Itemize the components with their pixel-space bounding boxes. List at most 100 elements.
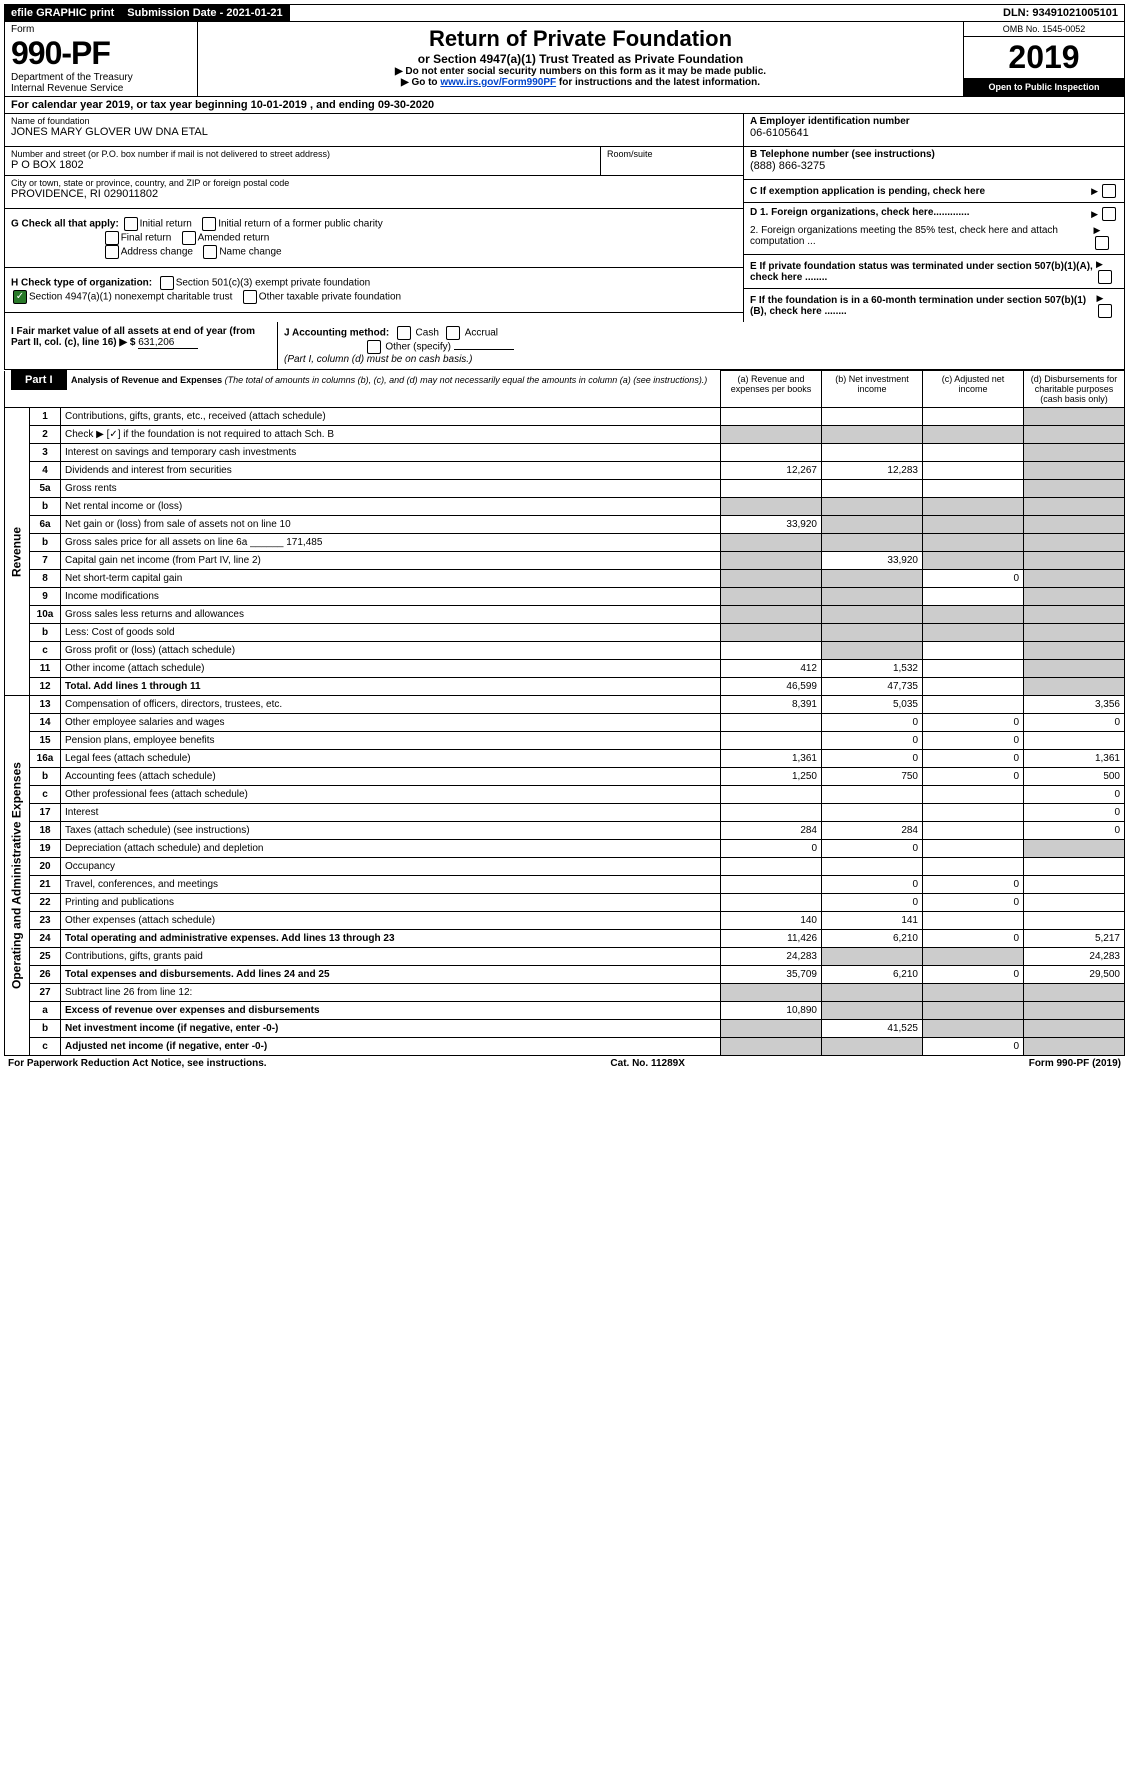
row-val [923, 822, 1024, 840]
instr-link[interactable]: www.irs.gov/Form990PF [440, 77, 556, 88]
row-val [1024, 894, 1125, 912]
row-desc: Depreciation (attach schedule) and deple… [61, 840, 721, 858]
row-val: 140 [721, 912, 822, 930]
row-val: 1,532 [822, 660, 923, 678]
row-val [721, 624, 822, 642]
row-val [1024, 588, 1125, 606]
d-cell: D 1. Foreign organizations, check here..… [744, 203, 1124, 255]
phone-cell: B Telephone number (see instructions) (8… [744, 147, 1124, 180]
calendar-year: For calendar year 2019, or tax year begi… [4, 97, 1125, 114]
e-cell: E If private foundation status was termi… [744, 255, 1124, 289]
h-other-checkbox[interactable] [243, 290, 257, 304]
row-num: 24 [30, 930, 61, 948]
row-val [721, 498, 822, 516]
row-val: 1,250 [721, 768, 822, 786]
row-val [1024, 678, 1125, 696]
g-final-checkbox[interactable] [105, 231, 119, 245]
d2-checkbox[interactable] [1095, 236, 1109, 250]
row-val [1024, 1038, 1125, 1056]
row-val [1024, 480, 1125, 498]
row-val [923, 606, 1024, 624]
row-val [721, 552, 822, 570]
row-num: 9 [30, 588, 61, 606]
row-val [1024, 534, 1125, 552]
row-val: 5,035 [822, 696, 923, 714]
table-row: 10aGross sales less returns and allowanc… [5, 606, 1125, 624]
row-num: 12 [30, 678, 61, 696]
arrow-icon [1091, 186, 1100, 197]
revenue-side-label: Revenue [5, 408, 30, 696]
row-val: 24,283 [721, 948, 822, 966]
row-val [1024, 912, 1125, 930]
row-val: 46,599 [721, 678, 822, 696]
row-val: 41,525 [822, 1020, 923, 1038]
table-row: 16aLegal fees (attach schedule)1,361001,… [5, 750, 1125, 768]
row-val: 0 [822, 840, 923, 858]
row-val: 0 [822, 894, 923, 912]
j-accrual-checkbox[interactable] [446, 326, 460, 340]
d1-checkbox[interactable] [1102, 207, 1116, 221]
c-checkbox[interactable] [1102, 184, 1116, 198]
h-4947-checkbox[interactable] [13, 290, 27, 304]
table-row: 6aNet gain or (loss) from sale of assets… [5, 516, 1125, 534]
e-checkbox[interactable] [1098, 270, 1112, 284]
row-num: 27 [30, 984, 61, 1002]
row-num: 20 [30, 858, 61, 876]
row-desc: Other employee salaries and wages [61, 714, 721, 732]
f-checkbox[interactable] [1098, 304, 1112, 318]
table-row: cOther professional fees (attach schedul… [5, 786, 1125, 804]
row-num: 21 [30, 876, 61, 894]
table-row: 14Other employee salaries and wages000 [5, 714, 1125, 732]
row-val [822, 570, 923, 588]
row-desc: Legal fees (attach schedule) [61, 750, 721, 768]
form-number: 990-PF [11, 35, 191, 72]
j-cash-checkbox[interactable] [397, 326, 411, 340]
open-inspection: Open to Public Inspection [964, 78, 1124, 96]
table-row: 20Occupancy [5, 858, 1125, 876]
row-val: 29,500 [1024, 966, 1125, 984]
g-address-checkbox[interactable] [105, 245, 119, 259]
row-val: 0 [1024, 804, 1125, 822]
row-val [1024, 1002, 1125, 1020]
row-desc: Contributions, gifts, grants paid [61, 948, 721, 966]
g-initial-former-checkbox[interactable] [202, 217, 216, 231]
expenses-side-label: Operating and Administrative Expenses [5, 696, 30, 1056]
row-val [1024, 624, 1125, 642]
footer-left: For Paperwork Reduction Act Notice, see … [8, 1058, 267, 1069]
row-val: 5,217 [1024, 930, 1125, 948]
table-row: 25Contributions, gifts, grants paid24,28… [5, 948, 1125, 966]
row-val [822, 642, 923, 660]
row-val [1024, 858, 1125, 876]
table-row: bAccounting fees (attach schedule)1,2507… [5, 768, 1125, 786]
row-val: 35,709 [721, 966, 822, 984]
row-val [1024, 606, 1125, 624]
row-num: 11 [30, 660, 61, 678]
table-row: 17Interest0 [5, 804, 1125, 822]
row-val: 1,361 [1024, 750, 1125, 768]
row-val [923, 858, 1024, 876]
form-word: Form [11, 24, 191, 35]
g-amended-checkbox[interactable] [182, 231, 196, 245]
row-desc: Check ▶ [✓] if the foundation is not req… [61, 426, 721, 444]
row-desc: Pension plans, employee benefits [61, 732, 721, 750]
irs: Internal Revenue Service [11, 83, 191, 94]
j-other-checkbox[interactable] [367, 340, 381, 354]
footer: For Paperwork Reduction Act Notice, see … [4, 1056, 1125, 1071]
row-val [721, 444, 822, 462]
row-val [721, 588, 822, 606]
part-label: Part I [11, 370, 67, 390]
arrow-icon [1096, 259, 1105, 270]
dln: DLN: 93491021005101 [997, 5, 1124, 21]
row-val: 3,356 [1024, 696, 1125, 714]
g-initial-checkbox[interactable] [124, 217, 138, 231]
g-name-checkbox[interactable] [203, 245, 217, 259]
c-cell: C If exemption application is pending, c… [744, 180, 1124, 203]
row-desc: Total. Add lines 1 through 11 [61, 678, 721, 696]
h-501c3-checkbox[interactable] [160, 276, 174, 290]
i-cell: I Fair market value of all assets at end… [5, 322, 278, 369]
row-val: 10,890 [721, 1002, 822, 1020]
row-val: 0 [923, 732, 1024, 750]
header: Form 990-PF Department of the Treasury I… [4, 22, 1125, 97]
table-row: 12Total. Add lines 1 through 1146,59947,… [5, 678, 1125, 696]
footer-center: Cat. No. 11289X [610, 1058, 684, 1069]
